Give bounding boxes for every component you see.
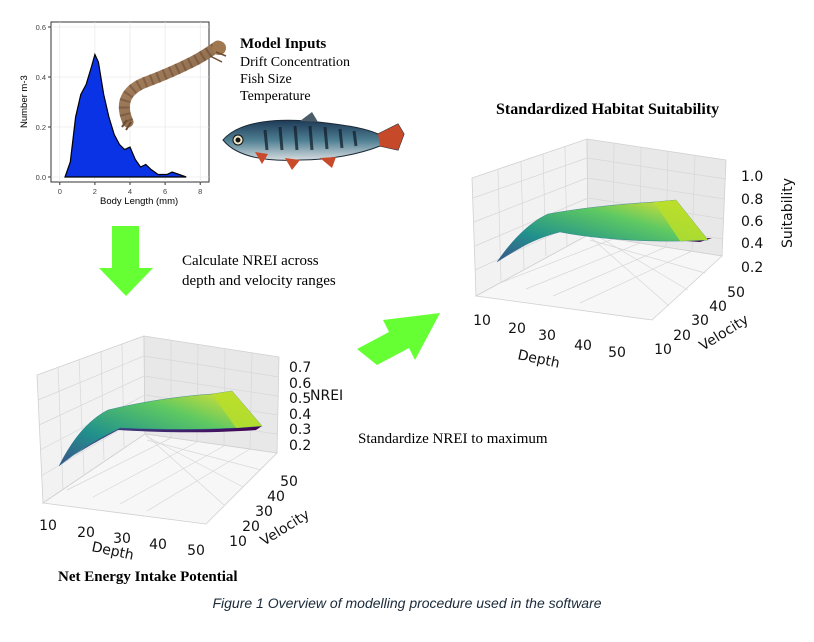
model-inputs-title: Model Inputs [240,36,327,52]
nrei-z-tick-label: 0.4 [289,407,311,423]
nrei-depth-tick-label: 10 [39,518,57,534]
nrei-z-ticks: 0.20.30.40.50.60.7 [289,360,311,454]
suitability-plot-title: Standardized Habitat Suitability [496,101,720,118]
density-x-tick-label: 0 [58,187,62,196]
nrei-z-tick-label: 0.2 [289,438,311,454]
density-area [64,52,187,178]
nrei-depth-tick-label: 40 [149,537,167,553]
arrow-diagonal [357,313,440,365]
suitability-depth-tick-label: 10 [473,313,491,329]
density-plot: 0 2 4 6 8 0.0 0.2 0.4 0.6 Body Length (mm) Numb… [19,21,210,207]
suitability-z-label: Suitability [780,178,796,248]
nrei-z-tick-label: 0.5 [289,391,311,407]
suitability-depth-tick-label: 30 [538,328,556,344]
density-x-tick-label: 4 [128,187,132,196]
density-y-label: Number m-3 [19,75,30,128]
suitability-z-tick-label: 0.6 [741,214,763,230]
suitability-depth-label: Depth [516,347,561,372]
nrei-depth-ticks: 10 20 30 40 50 [39,518,205,559]
density-y-tick-label: 0.4 [36,73,46,82]
suitability-depth-tick-label: 50 [608,345,626,361]
suitability-z-tick-label: 0.4 [741,236,763,252]
suitability-velocity-tick-label: 10 [654,342,672,358]
calculate-step-line1: Calculate NREI across [182,253,319,269]
standardize-step: Standardize NREI to maximum [358,431,548,447]
nrei-velocity-tick-label: 50 [280,474,298,490]
nrei-z-label: NREI [310,388,343,404]
density-x-label: Body Length (mm) [100,196,178,207]
model-input-fish-size: Fish Size [240,72,292,87]
nrei-velocity-tick-label: 40 [267,489,285,505]
suitability-velocity-tick-label: 20 [673,328,691,344]
suitability-depth-tick-label: 40 [574,338,592,354]
suitability-z-ticks: 0.2 0.4 0.6 0.8 1.0 [741,169,763,276]
density-y-tick-label: 0.2 [36,123,46,132]
nrei-depth-tick-label: 20 [77,525,95,541]
figure-caption: Figure 1 Overview of modelling procedure… [212,595,602,611]
nrei-velocity-tick-label: 10 [229,534,247,550]
calculate-step-line2: depth and velocity ranges [182,273,336,289]
nrei-velocity-tick-label: 20 [242,519,260,535]
nrei-z-tick-label: 0.6 [289,376,311,392]
density-y-ticks: 0.0 0.2 0.4 0.6 [36,23,51,182]
nrei-plot-title: Net Energy Intake Potential [58,569,238,585]
suitability-depth-tick-label: 20 [508,321,526,337]
nrei-z-tick-label: 0.7 [289,360,311,376]
suitability-depth-ticks: 10 20 30 40 50 [473,313,626,361]
suitability-velocity-tick-label: 30 [691,313,709,329]
invertebrate-larva-image [118,40,227,131]
density-x-tick-label: 8 [198,187,202,196]
model-input-temperature: Temperature [240,89,311,104]
nrei-velocity-tick-label: 30 [255,504,273,520]
fish-image [222,112,405,170]
suitability-z-tick-label: 1.0 [741,169,763,185]
suitability-z-tick-label: 0.2 [741,260,763,276]
suitability-velocity-tick-label: 40 [709,299,727,315]
suitability-z-tick-label: 0.8 [741,192,763,208]
density-y-tick-label: 0.6 [36,23,46,32]
arrow-down [99,226,153,296]
density-x-tick-label: 6 [163,187,167,196]
density-x-tick-label: 2 [93,187,97,196]
nrei-z-tick-label: 0.3 [289,422,311,438]
nrei-depth-tick-label: 30 [113,531,131,547]
nrei-depth-tick-label: 50 [187,543,205,559]
model-input-drift: Drift Concentration [240,55,351,70]
suitability-velocity-tick-label: 50 [727,285,745,301]
density-y-tick-label: 0.0 [36,173,46,182]
density-x-ticks: 0 2 4 6 8 [58,182,202,196]
